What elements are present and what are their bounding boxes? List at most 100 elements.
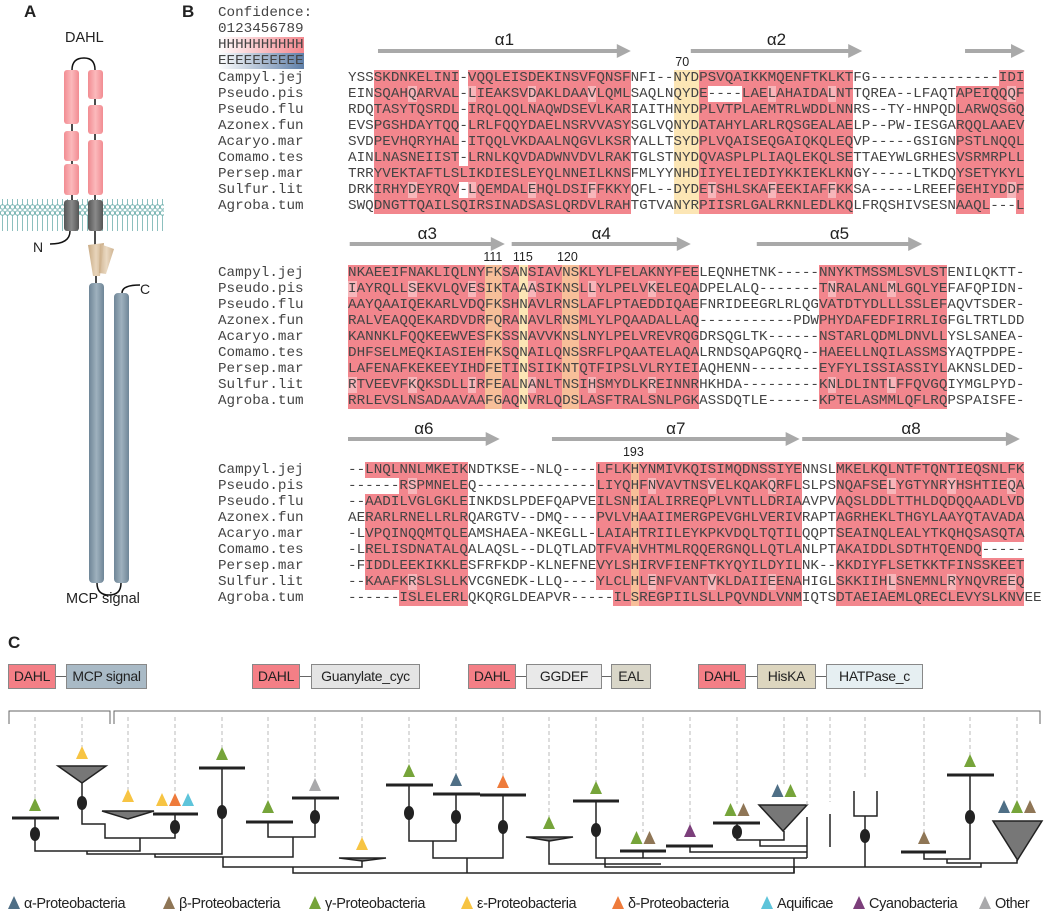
domain-box-dahl: DAHL	[468, 664, 516, 689]
domain-box-guanylate-cyc: Guanylate_cyc	[311, 664, 420, 689]
tree-branch	[923, 775, 971, 860]
helix-arrow	[756, 237, 923, 251]
highlighted-column	[485, 265, 494, 409]
aligned-sequence: --AADILVGLGKLEINKDSLPDEFQAPVEILSNHIALIRR…	[348, 494, 1025, 510]
helix-label: α1	[494, 30, 515, 49]
species-name: Pseudo.pis	[218, 281, 304, 297]
taxon-marker-alpha	[998, 800, 1010, 813]
taxon-marker-gamma	[543, 816, 555, 829]
helix-arrow	[965, 44, 1026, 58]
tree-branch	[604, 858, 982, 868]
residue-position-label: 111	[483, 250, 503, 264]
domain-box-mcp-signal: MCP signal	[66, 664, 147, 689]
domain-box-hiska: HisKA	[757, 664, 816, 689]
helix-label: α8	[901, 419, 921, 438]
aligned-sequence: IAYRQLLSEKVLQVESIKTAAASIKNSLLYLPELVKELEQ…	[348, 281, 1025, 297]
highlighted-column	[570, 265, 580, 409]
legend-label: α-Proteobacteria	[24, 896, 126, 912]
tree-branch	[432, 795, 504, 859]
taxon-marker-alpha	[450, 773, 462, 786]
aligned-sequence: RDQTASYTQSRDL-IRQLQQLNAQWDSEVLKARIAITHNY…	[348, 102, 1025, 118]
taxon-marker-cyano	[684, 824, 696, 837]
species-name: Pseudo.flu	[218, 297, 304, 313]
highlighted-column	[519, 265, 528, 409]
domain-box-ggdef: GGDEF	[526, 664, 602, 689]
taxon-marker-gamma	[216, 747, 228, 760]
mcp-signal-label: MCP signal	[66, 591, 140, 607]
tree-branch	[34, 818, 141, 852]
panel-label-b: B	[182, 2, 195, 21]
species-name: Azonex.fun	[218, 510, 304, 526]
taxon-marker-beta	[918, 831, 930, 844]
residue-position-label: 115	[512, 250, 533, 264]
domain-box-dahl: DAHL	[698, 664, 746, 689]
panel-label-c: C	[8, 633, 21, 652]
taxon-marker-other	[309, 778, 321, 791]
transmembrane-helices	[64, 200, 103, 231]
aligned-sequence: RTVEEVFKQKSDLLIRFEALNANLTNSIHSMYDLKREINN…	[348, 377, 1025, 393]
aligned-sequence: AINLNASNEIIST-LRNLKQVDADWNVDVLRAKTGLSTNY…	[348, 150, 1025, 166]
triangle-icon	[853, 896, 865, 909]
collapsed-clade	[338, 857, 387, 862]
aligned-sequence: -FIDDLEEKIKKLESFRFKDP-KLNEFNEVYLSHIRVFIE…	[348, 558, 1025, 574]
aligned-sequence: RRLEVSLNSADAAVAAFGAQNVRLQDSLASFTRALSNLPG…	[348, 393, 1025, 409]
species-name: Agroba.tum	[218, 590, 304, 606]
taxon-marker-beta	[737, 803, 750, 816]
triangle-icon	[612, 896, 624, 909]
species-name: Campyl.jej	[218, 265, 304, 281]
legend-label: γ-Proteobacteria	[325, 896, 425, 912]
legend-item-epsilon: ε-Proteobacteria	[461, 896, 577, 912]
helix-label: α7	[666, 419, 686, 438]
helix-label: α4	[591, 224, 611, 243]
collapsed-clade	[55, 765, 109, 784]
legend-label: δ-Proteobacteria	[628, 896, 729, 912]
aligned-sequence: EINSQAHQARVAL-LIEAKSVDAKLDAAVLQMLSAQLNQY…	[348, 86, 1025, 102]
residue-position-label: 120	[556, 250, 578, 264]
species-name: Persep.mar	[218, 558, 304, 574]
domain-box-eal: EAL	[611, 664, 651, 689]
aligned-sequence: --KAAFKRSLSLLKVCGNEDK-LLQ----YLCLHLENFVA…	[348, 574, 1025, 590]
species-name: Pseudo.pis	[218, 478, 304, 494]
bootstrap-node-dot	[217, 805, 227, 819]
taxon-marker-gamma	[1011, 800, 1023, 813]
panel-label-a: A	[24, 2, 37, 21]
highlighted-column	[630, 462, 640, 606]
domain-box-hatpase-c: HATPase_c	[826, 664, 923, 689]
tree-branch	[853, 791, 878, 817]
taxon-marker-alpha	[771, 784, 784, 797]
domain-box-dahl: DAHL	[8, 664, 56, 689]
taxon-marker-gamma	[590, 781, 602, 794]
bootstrap-node-dot	[310, 810, 320, 824]
triangle-icon	[8, 896, 20, 909]
triangle-icon	[761, 896, 773, 909]
legend-label: Cyanobacteria	[869, 896, 958, 912]
architecture-bracket	[8, 710, 1041, 724]
species-name: Persep.mar	[218, 361, 304, 377]
dahl-label: DAHL	[65, 30, 104, 46]
mcp-signal-helices	[89, 283, 129, 583]
domain-box-dahl: DAHL	[252, 664, 300, 689]
tree-branch	[267, 798, 316, 838]
species-name: Acaryo.mar	[218, 134, 304, 150]
taxon-marker-gamma	[403, 764, 415, 777]
aligned-sequence: ------RSPMNELEQ--------------LIYQHFNVAVT…	[348, 478, 1025, 494]
species-name: Pseudo.flu	[218, 102, 304, 118]
strand-confidence-key: EEEEEEEEEE	[218, 53, 304, 69]
bootstrap-node-dot	[965, 810, 975, 824]
highlighted-column	[682, 70, 691, 214]
aligned-sequence: KANNKLFQQKEEWVESFKSSNAVVKNSLNYLPELVREVRQ…	[348, 329, 1025, 345]
taxon-marker-gamma	[964, 754, 976, 767]
helix-arrow	[377, 44, 631, 58]
helix-label: α6	[414, 419, 434, 438]
helix-label: α3	[417, 224, 437, 243]
taxon-marker-gamma	[784, 784, 797, 797]
triangle-icon	[979, 896, 991, 909]
bootstrap-node-dot	[170, 820, 180, 834]
helix-arrows	[377, 44, 1026, 58]
legend-label: β-Proteobacteria	[179, 896, 281, 912]
helix-confidence-key: HHHHHHHHHH	[218, 37, 304, 53]
aligned-sequence: DHFSELMEQKIASIEHFKSQNAILQNSSRFLPQAATELAQ…	[348, 345, 1025, 361]
tree-branch	[548, 841, 661, 865]
legend-item-other: Other	[979, 896, 1030, 912]
